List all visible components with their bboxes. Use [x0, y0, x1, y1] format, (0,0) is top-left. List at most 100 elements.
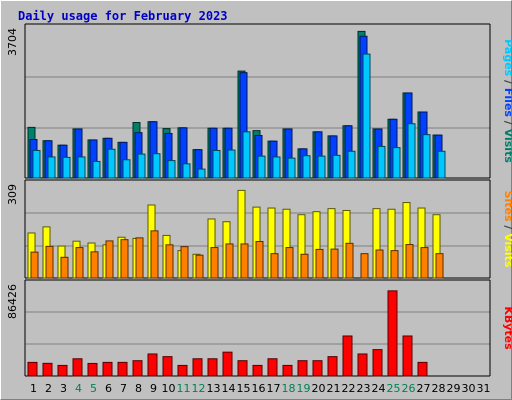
bar-top-pages-day-2	[47, 156, 56, 179]
x-tick-label-day-29: 29	[447, 382, 461, 395]
bar-middle-sites-day-23	[360, 253, 369, 279]
bar-bottom-kbytes-day-4	[72, 358, 83, 377]
x-tick-label-day-3: 3	[60, 382, 67, 395]
bar-top-pages-day-16	[257, 155, 266, 179]
bar-middle-sites-day-18	[285, 247, 294, 279]
bar-top-pages-day-20	[317, 155, 326, 179]
bar-middle-sites-day-21	[330, 248, 339, 279]
bar-bottom-kbytes-day-24	[372, 349, 383, 377]
bar-bottom-kbytes-day-22	[342, 335, 353, 377]
bar-bottom-kbytes-day-14	[222, 351, 233, 377]
bar-bottom-kbytes-day-16	[252, 364, 263, 377]
bar-middle-sites-day-28	[435, 253, 444, 279]
bar-middle-sites-day-27	[420, 247, 429, 279]
bar-bottom-kbytes-day-1	[27, 361, 38, 377]
bar-bottom-kbytes-day-12	[192, 358, 203, 377]
x-tick-label-day-17: 17	[267, 382, 281, 395]
bar-bottom-kbytes-day-8	[132, 360, 143, 377]
bar-top-pages-day-14	[227, 149, 236, 179]
bar-top-pages-day-13	[212, 149, 221, 179]
panel-bottom-max-label: 86426	[6, 284, 19, 319]
bar-middle-sites-day-12	[195, 254, 204, 279]
x-tick-label-day-19: 19	[297, 382, 311, 395]
bar-bottom-kbytes-day-17	[267, 358, 278, 377]
bar-bottom-kbytes-day-27	[417, 361, 428, 377]
x-tick-label-day-4: 4	[75, 382, 82, 395]
bar-bottom-kbytes-day-26	[402, 335, 413, 377]
x-tick-label-day-28: 28	[432, 382, 446, 395]
bar-top-pages-day-24	[377, 145, 386, 179]
bar-top-pages-day-23	[362, 53, 371, 179]
bar-middle-sites-day-8	[135, 237, 144, 279]
bar-top-pages-day-12	[197, 168, 206, 179]
chart-title: Daily usage for February 2023	[18, 9, 228, 23]
bar-top-pages-day-26	[407, 123, 416, 179]
x-tick-label-day-30: 30	[462, 382, 476, 395]
bar-bottom-kbytes-day-18	[282, 364, 293, 377]
bar-top-pages-day-15	[242, 131, 251, 179]
x-tick-label-day-26: 26	[402, 382, 416, 395]
x-tick-label-day-27: 27	[417, 382, 431, 395]
x-tick-label-day-18: 18	[282, 382, 296, 395]
x-tick-label-day-21: 21	[327, 382, 341, 395]
bar-middle-sites-day-24	[375, 249, 384, 279]
x-tick-label-day-13: 13	[207, 382, 221, 395]
legend-item-4: Visits	[502, 129, 512, 164]
bar-middle-sites-day-13	[210, 247, 219, 279]
bar-middle-sites-day-16	[255, 240, 264, 279]
bar-top-pages-day-28	[437, 150, 446, 179]
panel-bottom-legend: KBytes	[502, 306, 512, 350]
bar-middle-sites-day-6	[105, 240, 114, 279]
x-tick-label-day-20: 20	[312, 382, 326, 395]
bar-top-pages-day-9	[152, 153, 161, 179]
bar-top-pages-day-27	[422, 134, 431, 179]
bar-middle-sites-day-9	[150, 230, 159, 279]
bar-middle-sites-day-4	[75, 247, 84, 279]
legend-item-0: KBytes	[502, 306, 512, 350]
x-tick-label-day-10: 10	[162, 382, 176, 395]
legend-item-1: /	[502, 76, 512, 88]
bar-bottom-kbytes-day-9	[147, 353, 158, 377]
bar-middle-sites-day-2	[45, 245, 54, 279]
bar-middle-sites-day-11	[180, 246, 189, 279]
legend-item-2: Visits	[502, 233, 512, 268]
bar-middle-sites-day-22	[345, 242, 354, 279]
bar-bottom-kbytes-day-6	[102, 361, 113, 377]
x-tick-label-day-6: 6	[105, 382, 112, 395]
bar-bottom-kbytes-day-11	[177, 364, 188, 377]
bar-middle-sites-day-14	[225, 243, 234, 279]
panel-middle-max-label: 309	[6, 184, 19, 205]
bar-bottom-kbytes-day-5	[87, 362, 98, 377]
panel-bottom-area	[25, 280, 490, 376]
bar-top-pages-day-10	[167, 160, 176, 179]
panel-top-max-label: 3704	[6, 28, 19, 56]
bar-top-pages-day-22	[347, 150, 356, 179]
bar-bottom-kbytes-day-10	[162, 356, 173, 377]
bar-top-pages-day-25	[392, 147, 401, 179]
bar-top-pages-day-6	[107, 148, 116, 179]
bar-bottom-kbytes-day-7	[117, 361, 128, 377]
bar-bottom-kbytes-day-2	[42, 362, 53, 377]
x-tick-label-day-11: 11	[177, 382, 191, 395]
panel-middle-legend: Sites / Visits	[502, 191, 512, 268]
bar-bottom-kbytes-day-3	[57, 364, 68, 377]
panel-top-legend: Pages / Files / Visits	[502, 39, 512, 163]
bar-middle-sites-day-10	[165, 244, 174, 279]
x-tick-label-day-16: 16	[252, 382, 266, 395]
legend-item-1: /	[502, 222, 512, 234]
x-tick-label-day-8: 8	[135, 382, 142, 395]
bar-middle-sites-day-19	[300, 253, 309, 279]
bar-bottom-kbytes-day-20	[312, 360, 323, 377]
x-tick-label-day-12: 12	[192, 382, 206, 395]
bar-middle-sites-day-26	[405, 244, 414, 279]
bar-top-pages-day-18	[287, 157, 296, 179]
legend-item-3: /	[502, 117, 512, 129]
bar-bottom-kbytes-day-21	[327, 356, 338, 377]
bar-middle-sites-day-17	[270, 253, 279, 279]
x-tick-label-day-1: 1	[30, 382, 37, 395]
x-tick-label-day-31: 31	[477, 382, 491, 395]
x-tick-label-day-24: 24	[372, 382, 386, 395]
bar-middle-sites-day-3	[60, 256, 69, 279]
legend-item-0: Sites	[502, 191, 512, 222]
bar-top-pages-day-11	[182, 163, 191, 179]
